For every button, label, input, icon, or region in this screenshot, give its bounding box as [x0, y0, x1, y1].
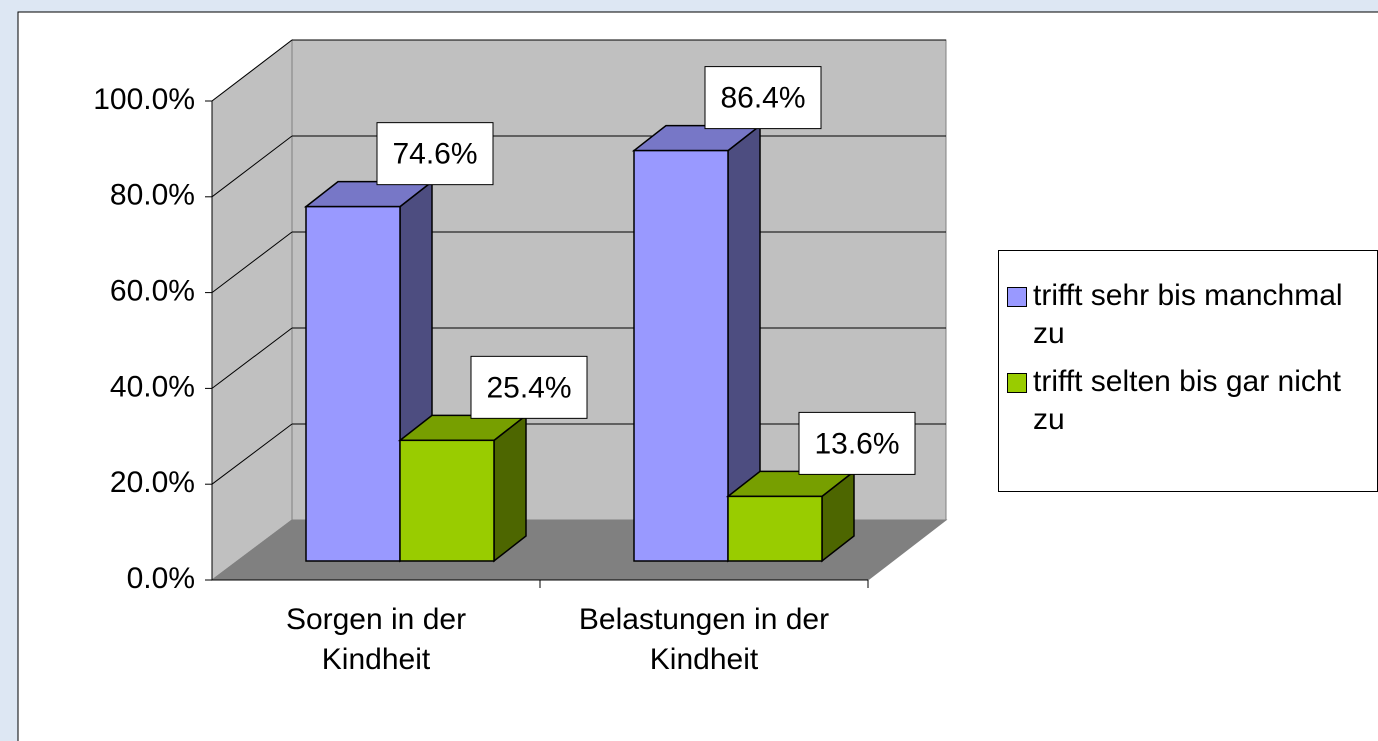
data-label-box: [376, 122, 494, 186]
data-label-box: [798, 411, 916, 475]
y-tick-label: 80.0%: [110, 179, 195, 212]
y-tick-label: 0.0%: [127, 562, 195, 595]
bar: [725, 469, 857, 563]
y-tick-label: 40.0%: [110, 370, 195, 403]
legend-label: trifft selten bis gar nicht zu: [1033, 365, 1341, 436]
y-tick-label: 100.0%: [93, 83, 195, 116]
grid-line: [211, 39, 293, 102]
legend-label: trifft sehr bis manchmal zu: [1033, 279, 1343, 350]
legend: trifft sehr bis manchmal zu trifft selten…: [998, 250, 1378, 492]
x-tick-label: Belastungen in der Kindheit: [578, 603, 830, 676]
bar: [631, 124, 763, 563]
data-label: 13.6%: [814, 427, 899, 460]
grid-line: [211, 327, 293, 389]
data-label: 25.4%: [486, 371, 571, 404]
grid-line: [211, 231, 293, 293]
y-tick-label: 20.0%: [110, 466, 195, 499]
side-wall: [211, 38, 293, 581]
grid-line: [211, 135, 293, 198]
x-tick-label: Sorgen in der Kindheit: [285, 603, 467, 676]
bar-front: [399, 439, 495, 562]
legend-swatch: [1007, 287, 1027, 307]
data-label: 86.4%: [720, 82, 805, 115]
bar-front: [305, 205, 401, 562]
legend-entry: trifft selten bis gar nicht zu: [1007, 363, 1371, 439]
data-label-box: [704, 66, 822, 130]
data-label: 74.6%: [392, 138, 477, 171]
bar: [397, 413, 529, 563]
legend-swatch: [1007, 373, 1027, 393]
legend-entry: trifft sehr bis manchmal zu: [1007, 277, 1371, 353]
bar-front: [727, 495, 823, 562]
data-label-box: [470, 355, 588, 419]
bar-front: [633, 149, 729, 562]
y-tick-label: 60.0%: [110, 275, 195, 308]
grid-line: [211, 423, 293, 485]
